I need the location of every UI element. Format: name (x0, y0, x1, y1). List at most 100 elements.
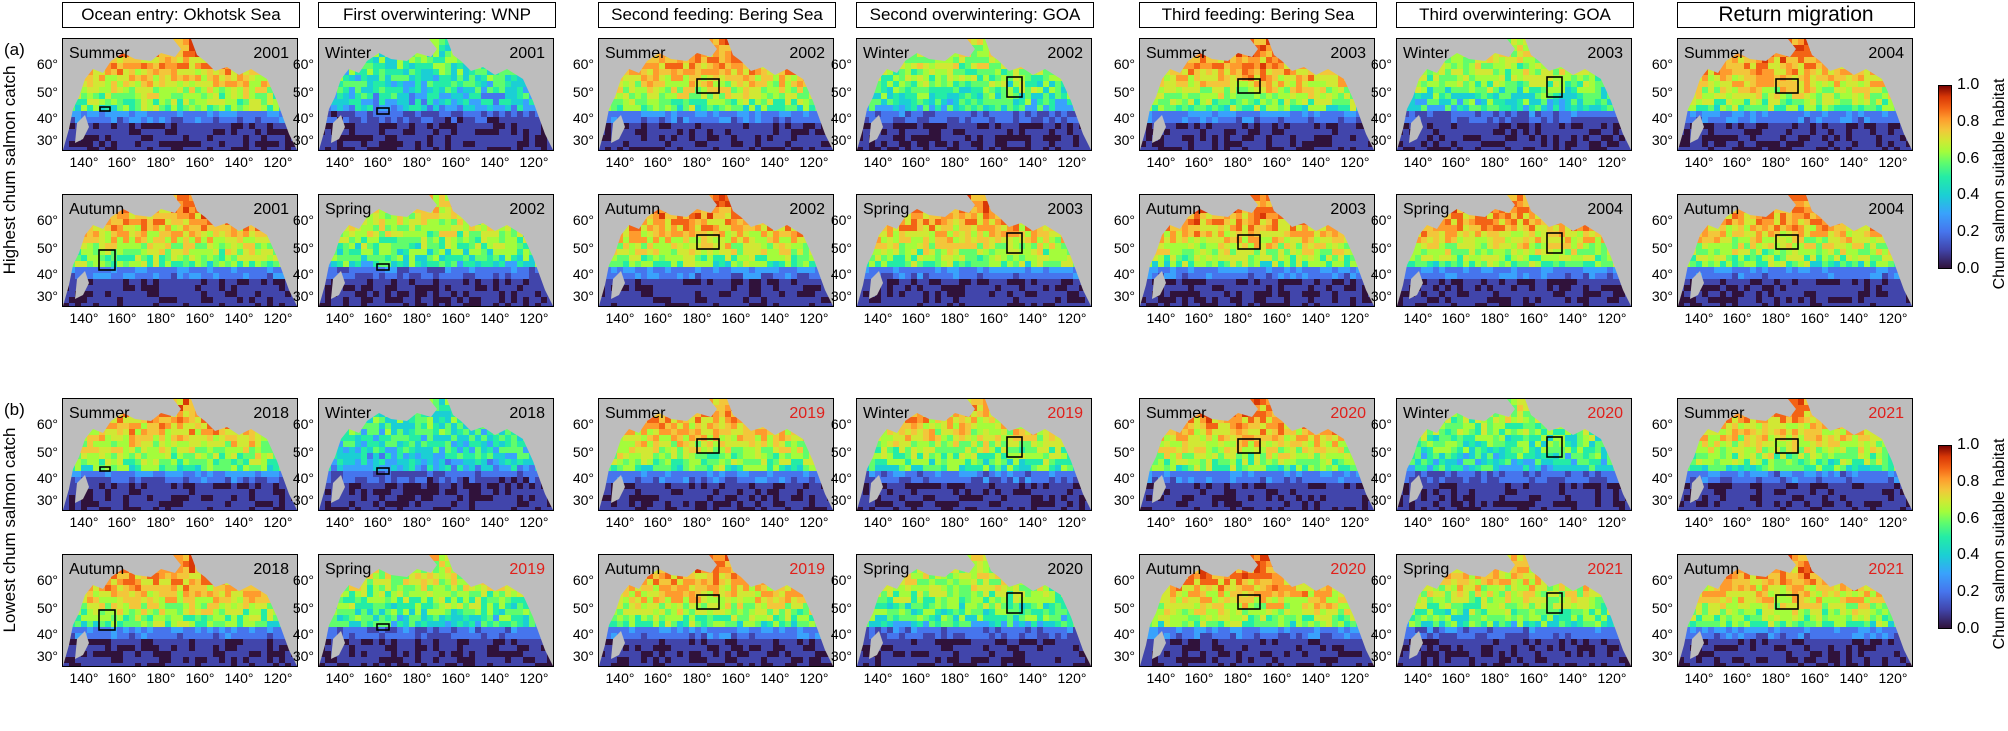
longitude-tick: 160° (1263, 514, 1292, 530)
colorbar-title-top: Chum salmon suitable habitat (1991, 64, 2008, 304)
year-label: 2002 (509, 201, 545, 219)
latitude-tick: 30° (1099, 648, 1135, 664)
latitude-tick: 40° (1637, 110, 1673, 126)
latitude-tick: 40° (816, 110, 852, 126)
season-label: Autumn (69, 201, 124, 219)
latitude-tick: 50° (278, 444, 314, 460)
year-label: 2018 (253, 405, 289, 423)
latitude-tick: 60° (1356, 572, 1392, 588)
longitude-tick: 120° (264, 310, 293, 326)
study-area-box (1546, 76, 1563, 98)
latitude-tick: 40° (558, 470, 594, 486)
latitude-tick: 60° (1637, 56, 1673, 72)
year-label: 2020 (1330, 561, 1366, 579)
year-label: 2003 (1587, 45, 1623, 63)
year-label: 2002 (789, 201, 825, 219)
longitude-tick: 160° (1263, 154, 1292, 170)
longitude-ticks: 140° 160° 180° 160° 140° 120° (1396, 670, 1632, 688)
longitude-tick: 140° (225, 514, 254, 530)
longitude-tick: 140° (1404, 154, 1433, 170)
latitude-tick: 60° (558, 416, 594, 432)
year-label: 2021 (1587, 561, 1623, 579)
habitat-map: Spring 2002 (318, 194, 554, 307)
longitude-tick: 160° (108, 670, 137, 686)
latitude-tick: 40° (1356, 110, 1392, 126)
latitude-tick: 60° (1099, 572, 1135, 588)
col-header-first-overwintering: First overwintering: WNP (318, 2, 556, 28)
latitude-tick: 30° (278, 132, 314, 148)
latitude-tick: 60° (22, 56, 58, 72)
latitude-tick: 50° (278, 240, 314, 256)
longitude-tick: 180° (1762, 670, 1791, 686)
latitude-tick: 50° (1099, 240, 1135, 256)
latitude-tick: 50° (1637, 444, 1673, 460)
season-label: Winter (863, 45, 909, 63)
habitat-map: Summer 2019 (598, 398, 834, 511)
latitude-tick: 40° (278, 470, 314, 486)
season-label: Autumn (1684, 201, 1739, 219)
longitude-tick: 140° (761, 670, 790, 686)
latitude-tick: 60° (22, 416, 58, 432)
colorbar-tick: 0.0 (1957, 620, 1979, 638)
latitude-tick: 40° (1356, 470, 1392, 486)
longitude-ticks: 140° 160° 180° 160° 140° 120° (598, 310, 834, 328)
study-area-box (99, 106, 111, 112)
longitude-tick: 160° (1723, 154, 1752, 170)
latitude-tick: 50° (22, 240, 58, 256)
year-label: 2019 (1047, 405, 1083, 423)
longitude-tick: 160° (1520, 670, 1549, 686)
longitude-ticks: 140° 160° 180° 160° 140° 120° (1396, 514, 1632, 532)
longitude-ticks: 140° 160° 180° 160° 140° 120° (1139, 154, 1375, 172)
longitude-tick: 140° (1147, 670, 1176, 686)
season-label: Winter (325, 45, 371, 63)
latitude-tick: 60° (1637, 572, 1673, 588)
study-area-box (1775, 438, 1799, 454)
longitude-ticks: 140° 160° 180° 160° 140° 120° (1677, 514, 1913, 532)
longitude-tick: 160° (186, 154, 215, 170)
longitude-tick: 140° (1840, 310, 1869, 326)
latitude-tick: 50° (816, 444, 852, 460)
longitude-tick: 160° (980, 310, 1009, 326)
latitude-tick: 40° (22, 470, 58, 486)
habitat-map: Autumn 2004 (1677, 194, 1913, 307)
longitude-tick: 160° (442, 670, 471, 686)
latitude-tick: 30° (558, 132, 594, 148)
latitude-tick: 30° (1099, 132, 1135, 148)
longitude-tick: 180° (1224, 670, 1253, 686)
latitude-tick: 30° (558, 288, 594, 304)
habitat-map: Autumn 2018 (62, 554, 298, 667)
study-area-box (1775, 234, 1799, 250)
colorbar-tick: 1.0 (1957, 76, 1979, 94)
latitude-tick: 50° (816, 600, 852, 616)
latitude-tick: 50° (1356, 240, 1392, 256)
longitude-tick: 120° (1598, 514, 1627, 530)
longitude-ticks: 140° 160° 180° 160° 140° 120° (318, 154, 554, 172)
year-label: 2004 (1868, 45, 1904, 63)
latitude-tick: 30° (22, 288, 58, 304)
longitude-tick: 140° (1840, 670, 1869, 686)
latitude-tick: 60° (816, 56, 852, 72)
latitude-tick: 50° (1637, 240, 1673, 256)
latitude-tick: 50° (1356, 600, 1392, 616)
longitude-tick: 160° (364, 670, 393, 686)
year-label: 2020 (1047, 561, 1083, 579)
season-label: Autumn (1684, 561, 1739, 579)
colorbar-tick: 0.4 (1957, 546, 1979, 564)
longitude-tick: 160° (1801, 514, 1830, 530)
longitude-tick: 120° (1058, 514, 1087, 530)
longitude-tick: 120° (1058, 154, 1087, 170)
longitude-tick: 120° (520, 670, 549, 686)
longitude-tick: 140° (864, 154, 893, 170)
habitat-map: Spring 2004 (1396, 194, 1632, 307)
latitude-tick: 50° (1356, 84, 1392, 100)
longitude-tick: 120° (800, 310, 829, 326)
study-area-box (696, 438, 720, 454)
longitude-tick: 180° (941, 514, 970, 530)
section-label-a: (a) (4, 40, 25, 60)
latitude-tick: 30° (1099, 492, 1135, 508)
longitude-tick: 140° (1685, 154, 1714, 170)
latitude-tick: 40° (1356, 266, 1392, 282)
study-area-box (1546, 436, 1563, 458)
year-label: 2018 (509, 405, 545, 423)
season-label: Autumn (69, 561, 124, 579)
